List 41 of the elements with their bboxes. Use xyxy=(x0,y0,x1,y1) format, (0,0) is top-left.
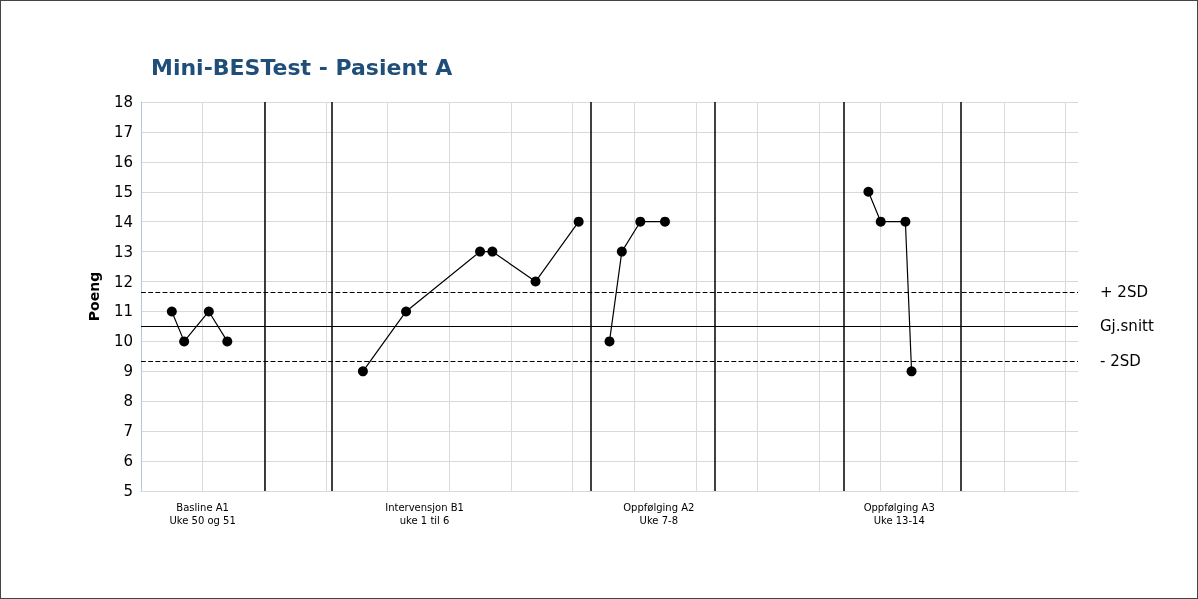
point xyxy=(166,306,177,317)
point xyxy=(475,246,486,257)
y-tick-label: 8 xyxy=(123,392,133,411)
y-tick-label: 18 xyxy=(113,93,133,111)
x-tick-label: Intervensjon B1 uke 1 til 6 xyxy=(385,502,464,526)
point xyxy=(203,306,214,317)
point xyxy=(573,216,584,227)
chart-title: Mini-BESTest - Pasient A xyxy=(151,54,453,80)
y-tick-label: 5 xyxy=(123,482,133,500)
point xyxy=(530,276,541,287)
y-tick-label: 11 xyxy=(113,302,133,321)
point xyxy=(357,366,368,377)
y-tick-label: 17 xyxy=(113,122,133,141)
y-tick-label: 6 xyxy=(123,452,133,471)
point xyxy=(875,216,886,227)
point xyxy=(635,216,646,227)
x-tick-label: Oppfølging A3 Uke 13-14 xyxy=(863,502,935,526)
y-tick-label: 13 xyxy=(113,242,133,261)
point xyxy=(616,246,627,257)
y-tick-label: 10 xyxy=(113,332,133,351)
point xyxy=(659,216,670,227)
y-tick-label: 15 xyxy=(113,182,133,201)
point xyxy=(863,186,874,197)
y-tick-label: 7 xyxy=(123,422,133,441)
point xyxy=(906,366,917,377)
ref-line-label: Gj.snitt xyxy=(1100,317,1154,336)
point xyxy=(401,306,412,317)
y-axis-title: Poeng xyxy=(86,271,102,322)
point xyxy=(487,246,498,257)
y-tick-label: 9 xyxy=(123,362,133,381)
y-tick-label: 12 xyxy=(113,272,133,291)
ref-line-label: - 2SD xyxy=(1100,352,1141,371)
point xyxy=(900,216,911,227)
x-tick-label: Basline A1 Uke 50 og 51 xyxy=(169,502,236,526)
y-tick-label: 16 xyxy=(113,152,133,171)
point xyxy=(179,336,190,347)
point xyxy=(222,336,233,347)
y-tick-label: 14 xyxy=(113,212,133,231)
x-tick-label: Oppfølging A2 Uke 7-8 xyxy=(623,502,695,526)
ref-line-label: + 2SD xyxy=(1100,283,1148,302)
point xyxy=(604,336,615,347)
